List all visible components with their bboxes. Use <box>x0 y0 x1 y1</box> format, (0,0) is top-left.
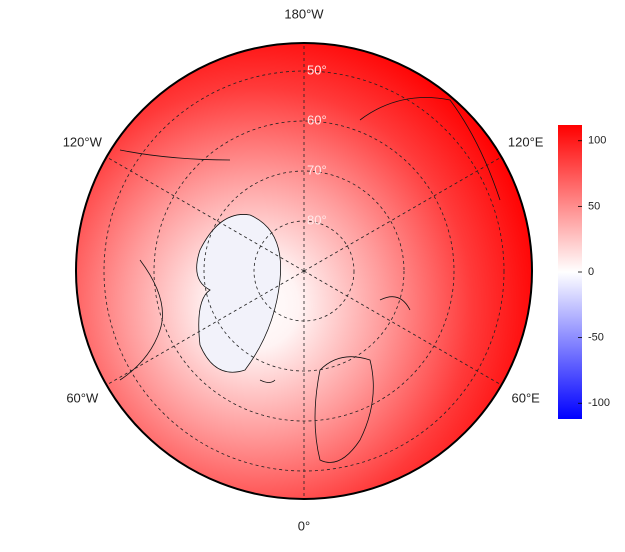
meridian <box>303 156 502 272</box>
lat-label: 50° <box>307 62 327 77</box>
lat-label: 80° <box>307 212 327 227</box>
colorbar-tick-label: -50 <box>588 332 604 344</box>
map: 50° 60° 70° 80° 180°W 120°W 60°W 0° 60°E 120°E <box>63 6 544 533</box>
meridian <box>106 156 305 272</box>
lon-label: 0° <box>298 518 310 533</box>
meridian <box>303 270 502 386</box>
lon-label: 120°E <box>508 134 544 149</box>
map-boundary <box>75 42 533 500</box>
lon-label: 60°E <box>512 390 541 405</box>
lat-label: 60° <box>307 112 327 127</box>
coastlines <box>119 97 501 463</box>
colorbar-tick-label: 50 <box>588 200 600 212</box>
lon-label: 60°W <box>66 390 99 405</box>
colorbar-tick-label: 100 <box>588 135 606 147</box>
colorbar: 100 50 0 -50 -100 <box>558 125 610 419</box>
lat-ring <box>203 170 405 372</box>
lon-label: 120°W <box>63 134 103 149</box>
colorbar-tick-label: -100 <box>588 397 610 409</box>
meridian <box>106 270 305 386</box>
lon-label: 180°W <box>284 6 324 21</box>
colorbar-tick-label: 0 <box>588 266 594 278</box>
lat-label: 70° <box>307 162 327 177</box>
